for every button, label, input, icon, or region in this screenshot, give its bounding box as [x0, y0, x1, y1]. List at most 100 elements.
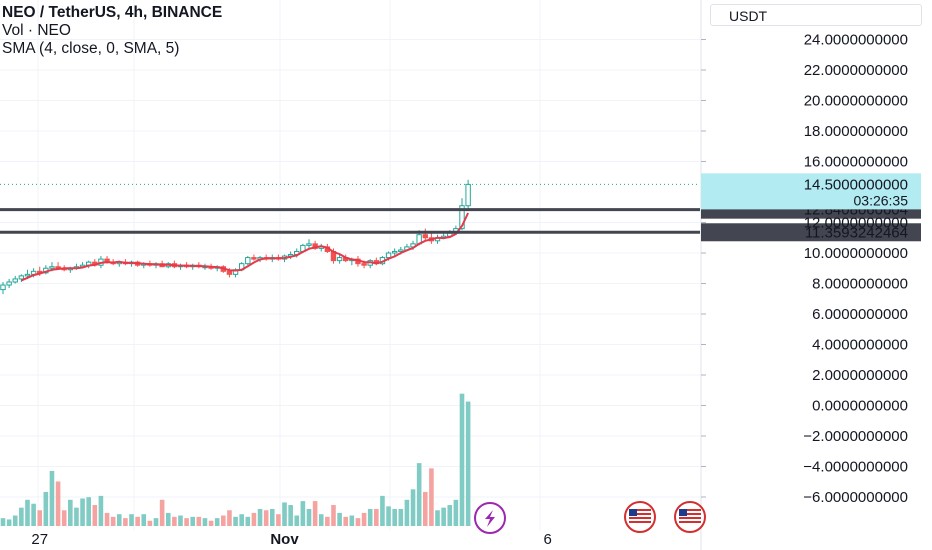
- volume-bar: [245, 516, 251, 526]
- volume-bar: [331, 505, 336, 526]
- volume-bar: [422, 491, 428, 526]
- flag-stripe: [629, 513, 651, 515]
- y-tick-label: 16.0000000000: [804, 154, 908, 171]
- y-tick-label: 2.0000000000: [812, 367, 908, 384]
- volume-bar: [349, 515, 355, 526]
- y-tick-label: 20.0000000000: [804, 93, 908, 110]
- candle-body: [18, 275, 25, 280]
- volume-bar: [239, 514, 244, 526]
- candle-body: [49, 266, 55, 269]
- candle-body: [422, 234, 428, 239]
- volume-bar: [282, 502, 287, 526]
- volume-bar: [147, 520, 153, 526]
- volume-bar: [184, 518, 189, 526]
- candle-body: [306, 243, 312, 246]
- currency-selector[interactable]: USDT: [710, 4, 922, 26]
- candle-body: [465, 183, 471, 207]
- candle-body: [336, 257, 343, 262]
- volume-bar: [123, 518, 128, 526]
- volume-bar: [178, 515, 183, 526]
- volume-bar: [325, 516, 330, 526]
- x-tick-label: 6: [544, 531, 552, 548]
- volume-bar: [190, 516, 196, 526]
- flag-canton: [629, 509, 637, 516]
- volume-bar: [429, 468, 434, 526]
- volume-bar: [61, 510, 67, 526]
- flag-canton: [679, 509, 687, 516]
- y-tick-label: 10.0000000000: [804, 245, 908, 262]
- volume-bar: [300, 501, 306, 526]
- volume-bar: [355, 518, 361, 526]
- candle-body: [245, 257, 251, 265]
- lightning-icon[interactable]: [474, 502, 506, 534]
- flag-stripe: [679, 509, 701, 511]
- y-tick-label: 0.0000000000: [812, 398, 908, 415]
- volume-bar: [441, 507, 446, 526]
- volume-bar: [98, 495, 104, 526]
- volume-bar: [92, 505, 98, 526]
- price-axis[interactable]: 24.0000000000 22.0000000000 20.0000000000 1…: [701, 32, 921, 507]
- volume-bar: [80, 498, 85, 526]
- volume-bar: [196, 516, 202, 526]
- symbol-title[interactable]: NEO / TetherUS, 4h, BINANCE: [2, 4, 223, 21]
- sma-legend[interactable]: SMA (4, close, 0, SMA, 5): [2, 40, 180, 57]
- candle-body: [361, 263, 367, 266]
- volume-bar: [153, 518, 159, 526]
- volume-bar: [43, 491, 49, 526]
- volume-bar: [306, 508, 312, 526]
- volume-bar: [447, 505, 453, 526]
- candle-body: [459, 205, 465, 230]
- volume-bar: [312, 501, 318, 526]
- volume-bar: [367, 508, 373, 526]
- volume-bar: [459, 393, 465, 526]
- level-badge: [701, 223, 921, 242]
- volume-bar: [294, 515, 300, 526]
- volume-bar: [25, 499, 30, 526]
- volume-bar: [318, 514, 324, 526]
- volume-bar: [68, 499, 73, 526]
- y-tick-label: −4.0000000000: [803, 459, 908, 476]
- volume-bar: [37, 510, 43, 526]
- volume-bar: [12, 515, 18, 526]
- event-markers[interactable]: [474, 501, 706, 534]
- candle-body: [12, 278, 18, 283]
- volume-bar: [251, 512, 257, 526]
- volume-bar: [110, 516, 116, 526]
- us-flag-icon[interactable]: [674, 501, 706, 533]
- us-flag-icon[interactable]: [624, 501, 656, 533]
- chart-legend: NEO / TetherUS, 4h, BINANCE Vol · NEO SM…: [2, 4, 222, 58]
- volume-bar: [208, 520, 214, 526]
- volume-bar: [214, 518, 220, 526]
- volume-bar: [380, 495, 385, 526]
- volume-bar: [337, 512, 342, 526]
- flag-stripe: [679, 521, 701, 523]
- volume-bar: [135, 516, 140, 526]
- y-tick-label: 22.0000000000: [804, 62, 908, 79]
- flag-stripe: [629, 517, 651, 519]
- volume-bar: [257, 508, 263, 526]
- price-badge-countdown: 03:26:35: [854, 192, 909, 208]
- volume-bar: [435, 510, 440, 526]
- y-tick-label: 8.0000000000: [812, 276, 908, 293]
- volume-bar: [233, 516, 238, 526]
- volume-bar: [269, 508, 275, 526]
- time-axis[interactable]: 27 Nov 6: [31, 531, 551, 548]
- volume-bar: [74, 507, 79, 526]
- flag-stripe: [629, 521, 651, 523]
- volume-legend[interactable]: Vol · NEO: [2, 22, 71, 39]
- y-tick-label: 4.0000000000: [812, 337, 908, 354]
- volume-bar: [288, 505, 293, 526]
- lightning-icon-glyph: [485, 510, 495, 527]
- volume-bar: [465, 401, 471, 526]
- volume-bar: [55, 481, 61, 526]
- chart-grid: [0, 0, 702, 550]
- volume-bar: [392, 508, 397, 526]
- volume-bar: [221, 515, 226, 526]
- volume-bar: [19, 507, 24, 526]
- volume-bar: [361, 512, 367, 526]
- volume-bar: [104, 512, 110, 526]
- y-tick-label: 24.0000000000: [804, 32, 908, 49]
- candle-body: [391, 250, 398, 254]
